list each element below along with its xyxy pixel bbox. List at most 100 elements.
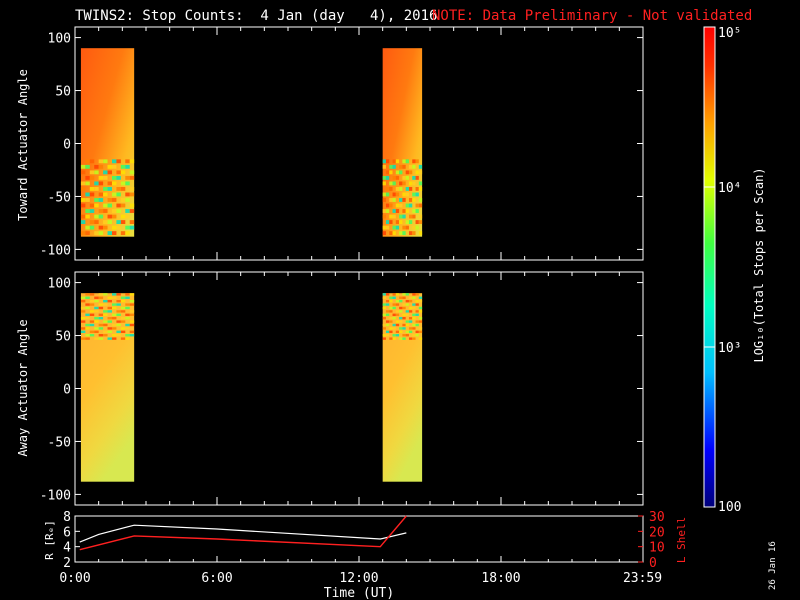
away-texture-cell: [412, 293, 416, 296]
toward-texture-cell: [85, 198, 90, 202]
away-texture-cell: [107, 327, 112, 330]
away-texture-cell: [89, 330, 95, 334]
toward-texture-cell: [80, 170, 86, 175]
toward-texture-cell: [412, 164, 416, 169]
toward-texture-cell: [402, 198, 406, 202]
toward-texture-cell: [107, 186, 112, 191]
toward-texture-cell: [412, 159, 416, 164]
toward-texture-cell: [129, 225, 135, 230]
toward-texture-cell: [395, 203, 400, 208]
toward-texture-cell: [89, 159, 95, 164]
away-texture-cell: [402, 323, 406, 327]
toward-texture-cell: [385, 159, 390, 164]
away-texture-cell: [399, 330, 403, 334]
toward-texture-cell: [111, 175, 117, 180]
away-texture-cell: [125, 313, 130, 316]
away-texture-cell: [80, 327, 86, 330]
time-tick-label: 18:00: [481, 571, 520, 586]
toward-texture-cell: [94, 170, 99, 175]
away-heatmap-blocks: [80, 293, 423, 482]
toward-texture-cell: [98, 192, 104, 197]
toward-texture-cell: [385, 225, 390, 230]
colorbar-tick-label: 10⁴: [718, 181, 741, 196]
away-texture-cell: [389, 296, 393, 299]
toward-texture-cell: [89, 175, 95, 180]
toward-texture-cell: [103, 209, 108, 213]
colorbar-tick-label: 100: [718, 500, 741, 515]
away-texture-cell: [120, 317, 126, 320]
toward-texture-cell: [392, 175, 396, 180]
away-texture-cell: [399, 320, 403, 323]
away-texture-cell: [80, 330, 86, 334]
toward-texture-cell: [125, 231, 130, 236]
r-tick-label: 2: [63, 556, 71, 571]
toward-texture-cell: [408, 186, 413, 191]
away-texture-cell: [399, 306, 403, 310]
toward-texture-cell: [85, 181, 90, 186]
away-panel-frame: [74, 271, 644, 506]
away-texture-cell: [80, 320, 86, 323]
away-texture-cell: [111, 323, 117, 327]
away-texture-cell: [85, 313, 90, 316]
toward-texture-cell: [85, 192, 90, 197]
toward-texture-cell: [382, 209, 386, 213]
away-texture-cell: [94, 327, 99, 330]
toward-texture-cell: [408, 170, 413, 175]
away-texture-cell: [85, 303, 90, 306]
away-texture-cell: [120, 320, 126, 323]
toward-texture-cell: [392, 225, 396, 230]
away-texture-cell: [395, 303, 400, 306]
toward-texture-cell: [116, 209, 121, 213]
toward-texture-cell: [395, 209, 400, 213]
toward-texture-cell: [125, 181, 130, 186]
away-texture-cell: [418, 296, 423, 299]
toward-texture-cell: [402, 209, 406, 213]
toward-texture-cell: [125, 159, 130, 164]
toward-texture-cell: [408, 198, 413, 202]
toward-panel-frame: [74, 26, 644, 261]
away-texture-cell: [89, 313, 95, 316]
away-texture-cell: [405, 334, 409, 337]
away-texture-cell: [129, 313, 135, 316]
colorbar-tick-label: 10⁵: [718, 26, 741, 41]
away-texture-cell: [98, 303, 104, 306]
toward-texture-cell: [80, 220, 86, 224]
away-texture-cell: [395, 334, 400, 337]
away-texture-cell: [395, 330, 400, 334]
toward-texture-cell: [103, 192, 108, 197]
toward-texture-cell: [107, 220, 112, 224]
toward-texture-cell: [415, 186, 419, 191]
away-texture-cell: [418, 337, 423, 340]
away-texture-cell: [389, 320, 393, 323]
toward-texture-cell: [85, 214, 90, 219]
r-series-line: [79, 524, 407, 543]
toward-texture-cell: [415, 225, 419, 230]
toward-texture-cell: [94, 214, 99, 219]
toward-texture-cell: [392, 159, 396, 164]
away-texture-cell: [111, 317, 117, 320]
away-texture-cell: [389, 337, 393, 340]
toward-texture-cell: [111, 214, 117, 219]
away-texture-cell: [395, 299, 400, 303]
r-axis-label: R [Rₑ]: [43, 520, 56, 560]
away-ytick-label: -100: [40, 488, 71, 503]
toward-texture-cell: [392, 198, 396, 202]
away-texture-cell: [129, 293, 135, 296]
away-texture-cell: [94, 337, 99, 340]
away-texture-cell: [98, 296, 104, 299]
toward-texture-cell: [395, 192, 400, 197]
toward-texture-cell: [392, 231, 396, 236]
away-texture-cell: [94, 306, 99, 310]
toward-x-ticks: [98, 27, 620, 260]
toward-texture-cell: [412, 198, 416, 202]
away-texture-cell: [111, 313, 117, 316]
toward-texture-cell: [399, 203, 403, 208]
toward-texture-cell: [399, 164, 403, 169]
plot-title: TWINS2: Stop Counts: 4 Jan (day 4), 2016: [75, 8, 438, 24]
toward-texture-cell: [392, 192, 396, 197]
away-texture-cell: [408, 330, 413, 334]
away-texture-cell: [107, 330, 112, 334]
away-texture-cell: [408, 299, 413, 303]
toward-texture-cell: [98, 159, 104, 164]
